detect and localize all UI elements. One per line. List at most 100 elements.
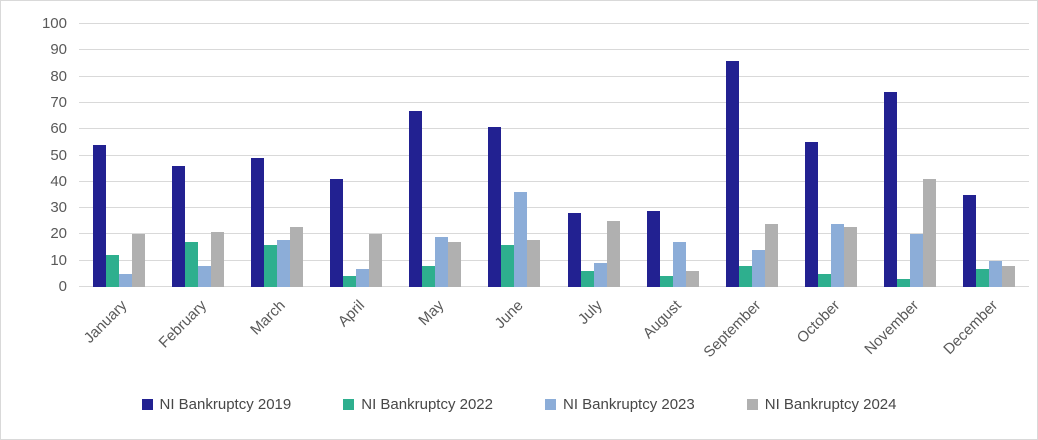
category-group-may: May (396, 24, 475, 329)
bar-ni-bankruptcy-2022-november (897, 279, 911, 287)
bar-ni-bankruptcy-2022-august (659, 276, 673, 287)
gridline-0 (79, 286, 1029, 287)
bar-ni-bankruptcy-2023-august (672, 242, 686, 287)
gridline-20 (79, 233, 1029, 235)
bar-ni-bankruptcy-2022-may (422, 265, 436, 287)
bar-ni-bankruptcy-2024-march (289, 226, 303, 287)
bar-ni-bankruptcy-2024-april (369, 234, 383, 287)
x-axis-label-february: February (155, 297, 210, 352)
legend-label: NI Bankruptcy 2023 (563, 396, 695, 413)
legend-item-ni-bankruptcy-2022: NI Bankruptcy 2022 (343, 396, 493, 413)
y-tick-label-80: 80 (50, 67, 67, 85)
category-group-december: December (941, 24, 1029, 358)
y-tick-label-70: 70 (50, 93, 67, 111)
bar-ni-bankruptcy-2024-august (685, 271, 699, 287)
legend-swatch-icon (746, 399, 758, 410)
bar-ni-bankruptcy-2024-may (448, 242, 462, 287)
bar-ni-bankruptcy-2022-september (738, 265, 752, 287)
x-axis-label-december: December (940, 297, 1002, 358)
bar-ni-bankruptcy-2023-november (910, 234, 924, 287)
bar-ni-bankruptcy-2019-january (92, 144, 106, 287)
bar-ni-bankruptcy-2023-may (435, 237, 449, 287)
bar-ni-bankruptcy-2023-march (276, 239, 290, 287)
bar-ni-bankruptcy-2019-june (488, 126, 502, 287)
bar-ni-bankruptcy-2024-january (131, 234, 145, 287)
bar-ni-bankruptcy-2019-july (567, 213, 581, 287)
gridline-50 (79, 154, 1029, 156)
bar-ni-bankruptcy-2024-february (210, 231, 224, 287)
y-tick-label-30: 30 (50, 199, 67, 217)
x-axis-label-april: April (334, 297, 369, 331)
category-group-october: October (792, 24, 871, 347)
legend-item-ni-bankruptcy-2019: NI Bankruptcy 2019 (141, 396, 292, 413)
category-group-november: November (861, 24, 950, 358)
x-axis-label-october: October (793, 297, 844, 347)
y-tick-label-60: 60 (50, 120, 67, 138)
legend-swatch-icon (343, 399, 355, 410)
gridline-80 (79, 75, 1029, 77)
legend: NI Bankruptcy 2019 NI Bankruptcy 2022 NI B… (1, 396, 1037, 413)
legend-label: NI Bankruptcy 2022 (361, 396, 493, 413)
bar-ni-bankruptcy-2024-june (527, 239, 541, 287)
category-group-february: February (155, 24, 237, 351)
legend-item-ni-bankruptcy-2024: NI Bankruptcy 2024 (746, 396, 897, 413)
bar-ni-bankruptcy-2019-may (409, 110, 423, 287)
y-tick-label-0: 0 (58, 278, 67, 295)
y-tick-label-10: 10 (50, 251, 67, 269)
bar-ni-bankruptcy-2019-march (250, 158, 264, 287)
x-axis-label-august: August (639, 297, 685, 343)
bar-ni-bankruptcy-2022-april (343, 276, 357, 287)
legend-item-ni-bankruptcy-2023: NI Bankruptcy 2023 (545, 396, 695, 413)
bar-ni-bankruptcy-2019-december (963, 194, 977, 287)
category-group-june: June (475, 24, 554, 332)
y-tick-label-90: 90 (50, 41, 67, 59)
bar-ni-bankruptcy-2019-november (884, 92, 898, 287)
bar-ni-bankruptcy-2019-august (646, 210, 660, 287)
bar-ni-bankruptcy-2023-july (593, 263, 607, 287)
legend-label: NI Bankruptcy 2019 (159, 396, 292, 413)
category-group-april: April (317, 24, 396, 330)
gridline-10 (79, 259, 1029, 261)
bar-ni-bankruptcy-2022-june (501, 244, 515, 287)
category-group-march: March (237, 24, 316, 338)
x-axis-label-may: May (415, 297, 448, 330)
category-group-january: January (79, 24, 158, 347)
gridline-70 (79, 101, 1029, 103)
x-axis-label-june: June (491, 297, 527, 333)
bar-ni-bankruptcy-2019-october (805, 142, 819, 287)
bar-ni-bankruptcy-2024-september (764, 223, 778, 287)
bar-ni-bankruptcy-2023-october (831, 223, 845, 287)
bar-ni-bankruptcy-2023-september (751, 250, 765, 287)
bar-ni-bankruptcy-2022-july (580, 271, 594, 287)
plot-area: January February March April May June July Augu… (79, 23, 1029, 361)
x-axis-label-july: July (574, 297, 606, 328)
category-group-august: August (633, 24, 712, 342)
bar-ni-bankruptcy-2024-november (923, 179, 937, 287)
bar-ni-bankruptcy-2019-september (725, 60, 739, 287)
category-group-july: July (554, 24, 633, 328)
bar-ni-bankruptcy-2022-march (263, 244, 277, 287)
bar-ni-bankruptcy-2023-january (118, 273, 132, 287)
x-axis-label-september: September (700, 297, 764, 361)
bar-groups: January February March April May June July Augu… (79, 24, 1029, 361)
gridline-30 (79, 207, 1029, 209)
legend-swatch-icon (141, 399, 153, 410)
bar-ni-bankruptcy-2023-april (356, 268, 370, 287)
bar-ni-bankruptcy-2024-july (606, 221, 620, 287)
gridline-90 (79, 49, 1029, 51)
gridline-60 (79, 128, 1029, 130)
legend-swatch-icon (545, 399, 556, 410)
y-tick-label-40: 40 (50, 172, 67, 190)
y-tick-label-100: 100 (41, 15, 67, 32)
bar-ni-bankruptcy-2023-december (989, 260, 1003, 287)
y-tick-label-20: 20 (50, 225, 67, 243)
bar-ni-bankruptcy-2022-october (818, 273, 832, 287)
bar-ni-bankruptcy-2024-october (844, 226, 858, 287)
bar-ni-bankruptcy-2024-december (1002, 265, 1016, 287)
legend-label: NI Bankruptcy 2024 (764, 396, 897, 413)
y-tick-label-50: 50 (50, 146, 67, 164)
bar-ni-bankruptcy-2019-april (330, 179, 344, 287)
bar-ni-bankruptcy-2022-january (105, 255, 119, 287)
bar-ni-bankruptcy-2019-february (171, 166, 185, 287)
